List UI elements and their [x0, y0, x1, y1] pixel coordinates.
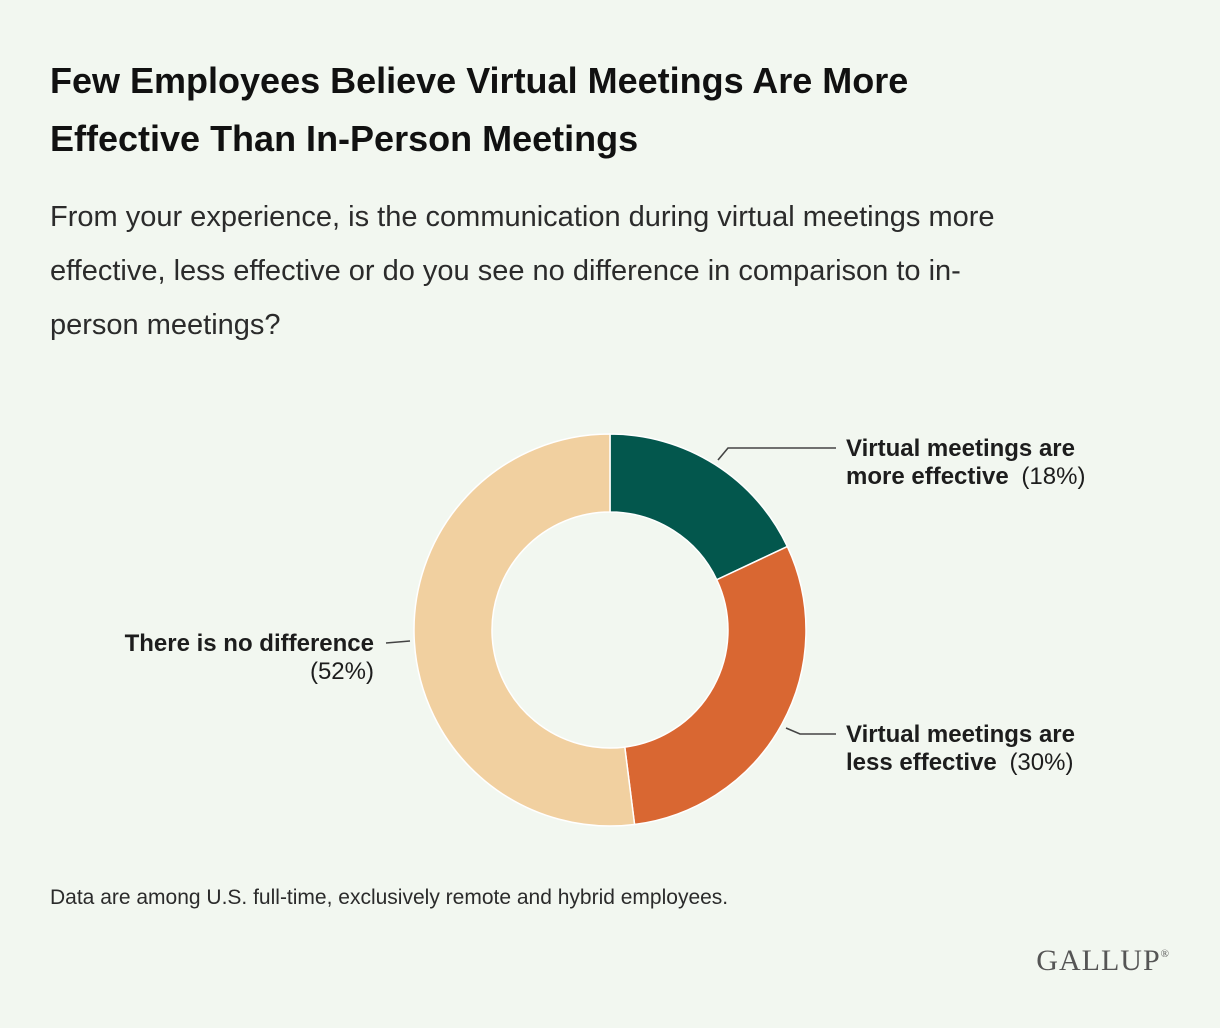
- svg-text:Virtual meetings are: Virtual meetings are: [846, 435, 1075, 462]
- label-less-effective-value: (30%): [1009, 749, 1073, 776]
- label-less-effective-line-1: Virtual meetings are: [846, 721, 1075, 748]
- footnote: Data are among U.S. full-time, exclusive…: [50, 886, 729, 909]
- chart-title-line-2: Effective Than In-Person Meetings: [50, 118, 639, 159]
- slice-label-less-effective: Virtual meetings are less effective (30%…: [846, 721, 1075, 776]
- survey-question-line-1: From your experience, is the communicati…: [50, 201, 995, 233]
- leader-line-more-effective: [717, 447, 836, 461]
- slice-more-effective: [609, 433, 789, 581]
- survey-question-line-2: effective, less effective or do you see …: [50, 255, 961, 287]
- label-no-difference-line-1: There is no difference: [125, 630, 374, 657]
- donut-slices: [413, 433, 807, 827]
- registered-mark: ®: [1160, 948, 1170, 960]
- survey-question-line-3: person meetings?: [50, 309, 281, 341]
- slice-no-difference: [413, 433, 636, 827]
- label-more-effective-line-2: more effective: [846, 463, 1009, 490]
- label-less-effective-line-2: less effective: [846, 749, 997, 776]
- svg-text:more effective (18%): more effective (18%): [846, 463, 1085, 490]
- chart-title: Few Employees Believe Virtual Meetings A…: [50, 52, 1050, 168]
- svg-text:Virtual meetings are: Virtual meetings are: [846, 721, 1075, 748]
- leader-line-less-effective: [785, 727, 836, 735]
- gallup-logo: GALLUP®: [1000, 944, 1170, 978]
- svg-text:There is no difference: There is no difference: [125, 630, 374, 657]
- svg-text:less effective (30%): less effective (30%): [846, 749, 1073, 776]
- label-no-difference-value: (52%): [310, 658, 374, 685]
- chart-title-line-1: Few Employees Believe Virtual Meetings A…: [50, 60, 909, 101]
- label-more-effective-value: (18%): [1021, 463, 1085, 490]
- gallup-logo-text: GALLUP: [1036, 944, 1161, 977]
- slice-label-more-effective: Virtual meetings are more effective (18%…: [846, 435, 1085, 490]
- svg-text:(52%): (52%): [310, 658, 374, 685]
- slice-less-effective: [623, 545, 807, 826]
- leader-line-no-difference: [385, 640, 411, 644]
- survey-question: From your experience, is the communicati…: [50, 190, 1160, 352]
- slice-label-no-difference: There is no difference (52%): [125, 630, 374, 685]
- label-more-effective-line-1: Virtual meetings are: [846, 435, 1075, 462]
